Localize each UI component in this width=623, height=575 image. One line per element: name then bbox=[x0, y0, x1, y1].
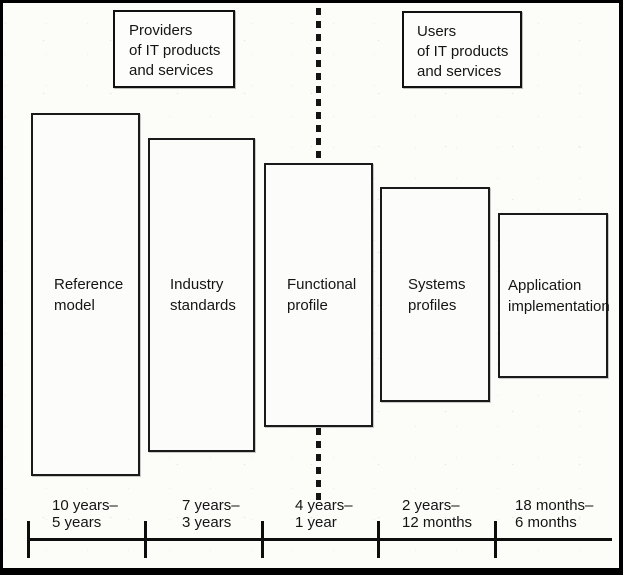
timeline-label-application-implementation: 18 months– 6 months bbox=[515, 497, 594, 531]
timeline-label-reference-model: 10 years– 5 years bbox=[52, 497, 118, 531]
timeline-label-systems-profiles: 2 years– 12 months bbox=[402, 497, 473, 531]
timeline-tick-3 bbox=[261, 521, 264, 558]
timeline-label-industry-standards: 7 years– 3 years bbox=[182, 497, 240, 531]
timeline-axis bbox=[28, 538, 612, 541]
timeline-tick-4 bbox=[377, 521, 380, 558]
stage-box-reference-model: Reference model bbox=[31, 113, 140, 476]
stage-label-systems-profiles: Systems profiles bbox=[408, 275, 466, 314]
stage-label-application-implementation: Application implementation bbox=[508, 276, 610, 315]
stage-label-functional-profile: Functional profile bbox=[287, 276, 357, 314]
stage-box-functional-profile: Functional profile bbox=[264, 163, 373, 427]
dotted-divider-line-bottom bbox=[316, 428, 321, 503]
stage-box-application-implementation: Application implementation bbox=[498, 213, 610, 378]
stage-label-reference-model: Reference model bbox=[54, 275, 124, 314]
timeline-tick-1 bbox=[27, 521, 30, 558]
stage-label-industry-standards: Industry standards bbox=[170, 276, 236, 314]
timeline-label-functional-profile: 4 years– 1 year bbox=[295, 497, 353, 531]
dotted-divider-line-top bbox=[316, 8, 321, 163]
timeline-tick-2 bbox=[144, 521, 147, 558]
users-box: Users of IT products and services bbox=[402, 11, 522, 88]
stage-box-systems-profiles: Systems profiles bbox=[380, 187, 490, 402]
stage-box-industry-standards: Industry standards bbox=[148, 138, 255, 452]
providers-box: Providers of IT products and services bbox=[113, 10, 235, 88]
timeline-tick-5 bbox=[494, 521, 497, 558]
